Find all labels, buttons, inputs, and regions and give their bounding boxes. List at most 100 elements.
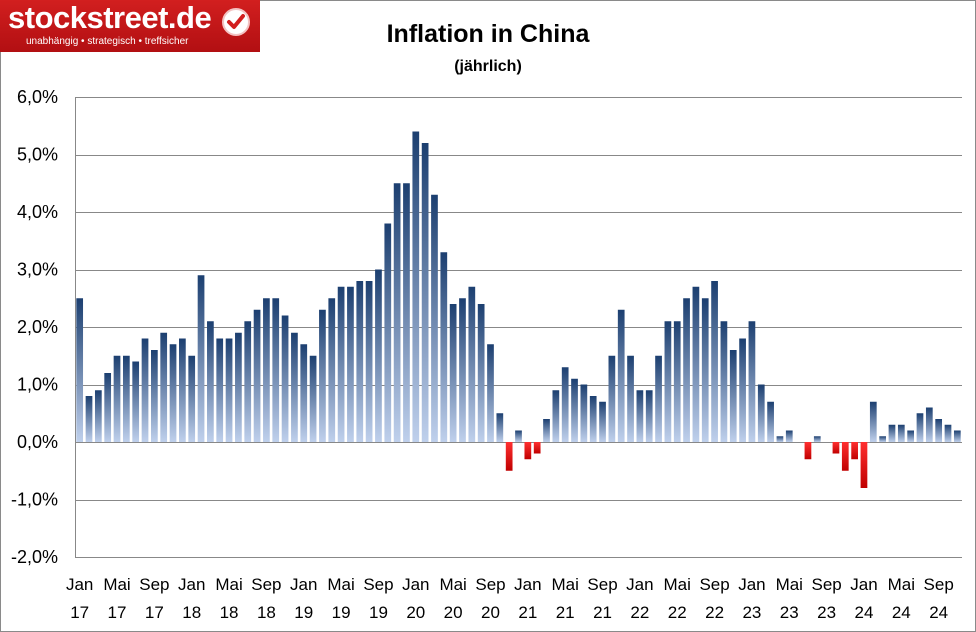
bar <box>169 344 177 442</box>
x-tick-year: 17 <box>70 603 89 622</box>
bar <box>272 298 280 442</box>
logo-text: stockstreet.de <box>8 0 212 35</box>
bar <box>580 384 588 442</box>
bar <box>813 436 821 442</box>
bar <box>440 252 448 442</box>
x-tick-month: Sep <box>251 575 281 594</box>
x-tick-year: 22 <box>705 603 724 622</box>
bar <box>487 344 494 442</box>
x-tick-month: Jan <box>290 575 317 594</box>
x-tick-year: 20 <box>406 603 425 622</box>
bar <box>655 355 662 442</box>
bar <box>729 350 737 442</box>
bar <box>328 298 336 442</box>
bar <box>739 338 746 442</box>
bar <box>477 304 485 442</box>
bar <box>319 309 326 442</box>
bar <box>216 338 224 442</box>
x-tick-month: Mai <box>888 575 915 594</box>
x-tick-year: 17 <box>145 603 164 622</box>
x-tick-month: Sep <box>475 575 505 594</box>
x-tick-month: Jan <box>402 575 429 594</box>
x-tick-year: 24 <box>855 603 874 622</box>
bar-negative <box>841 442 849 471</box>
bar <box>617 309 625 442</box>
bar <box>776 436 784 442</box>
bar <box>281 315 289 442</box>
bar <box>160 332 168 442</box>
bar <box>356 281 364 442</box>
bar-negative <box>860 442 868 488</box>
bar <box>197 275 205 442</box>
bar <box>94 390 102 442</box>
bar <box>179 338 186 442</box>
bar <box>225 338 233 442</box>
bar <box>347 286 354 442</box>
bar <box>188 355 196 442</box>
x-tick-year: 24 <box>929 603 948 622</box>
bar <box>879 436 886 442</box>
x-tick-year: 23 <box>780 603 799 622</box>
bar <box>104 373 112 442</box>
x-tick-month: Jan <box>178 575 205 594</box>
bar <box>701 298 709 442</box>
y-axis-labels: 6,0% 5,0% 4,0% 3,0% 2,0% 1,0% 0,0% -1,0% -2,0% <box>11 87 58 567</box>
x-tick-month: Sep <box>587 575 617 594</box>
x-tick-year: 19 <box>294 603 313 622</box>
bar <box>253 309 261 442</box>
bar-negative <box>524 442 532 460</box>
bar <box>916 413 924 442</box>
bar <box>683 298 690 442</box>
x-tick-year: 23 <box>742 603 761 622</box>
bar <box>869 401 877 442</box>
x-tick-year: 22 <box>630 603 649 622</box>
x-tick-month: Sep <box>699 575 729 594</box>
bar <box>692 286 700 442</box>
x-tick-year: 17 <box>108 603 127 622</box>
bar <box>291 332 298 442</box>
x-tick-year: 24 <box>892 603 911 622</box>
bar <box>365 281 373 442</box>
bar <box>403 183 410 442</box>
bar-negative <box>804 442 812 460</box>
bar <box>935 419 943 442</box>
logo-tagline: unabhängig • strategisch • treffsicher <box>26 36 189 47</box>
y-tick-label: -1,0% <box>11 490 58 510</box>
x-tick-month: Jan <box>514 575 541 594</box>
bar-negative <box>505 442 513 471</box>
bar <box>412 131 420 442</box>
bar <box>767 401 774 442</box>
x-tick-year: 18 <box>257 603 276 622</box>
bar <box>468 286 476 442</box>
bar <box>944 424 952 442</box>
bar <box>449 304 457 442</box>
x-tick-month: Jan <box>626 575 653 594</box>
bar <box>244 321 252 442</box>
x-tick-month: Mai <box>103 575 130 594</box>
bar <box>571 378 578 442</box>
bar <box>113 355 121 442</box>
bar <box>711 281 718 442</box>
bar <box>459 298 466 442</box>
bar <box>375 269 382 442</box>
x-tick-month: Mai <box>327 575 354 594</box>
bar <box>421 143 429 442</box>
bar <box>888 424 896 442</box>
x-tick-month: Mai <box>215 575 242 594</box>
x-tick-month: Jan <box>850 575 877 594</box>
bar <box>515 430 522 442</box>
bar-negative <box>851 442 858 460</box>
bar <box>496 413 504 442</box>
x-tick-month: Mai <box>664 575 691 594</box>
x-tick-month: Jan <box>66 575 93 594</box>
bar <box>309 355 317 442</box>
bar <box>207 321 214 442</box>
bar <box>897 424 905 442</box>
x-tick-year: 22 <box>668 603 687 622</box>
x-tick-month: Jan <box>738 575 765 594</box>
x-tick-month: Sep <box>924 575 954 594</box>
x-tick-year: 20 <box>481 603 500 622</box>
bar <box>589 396 597 442</box>
